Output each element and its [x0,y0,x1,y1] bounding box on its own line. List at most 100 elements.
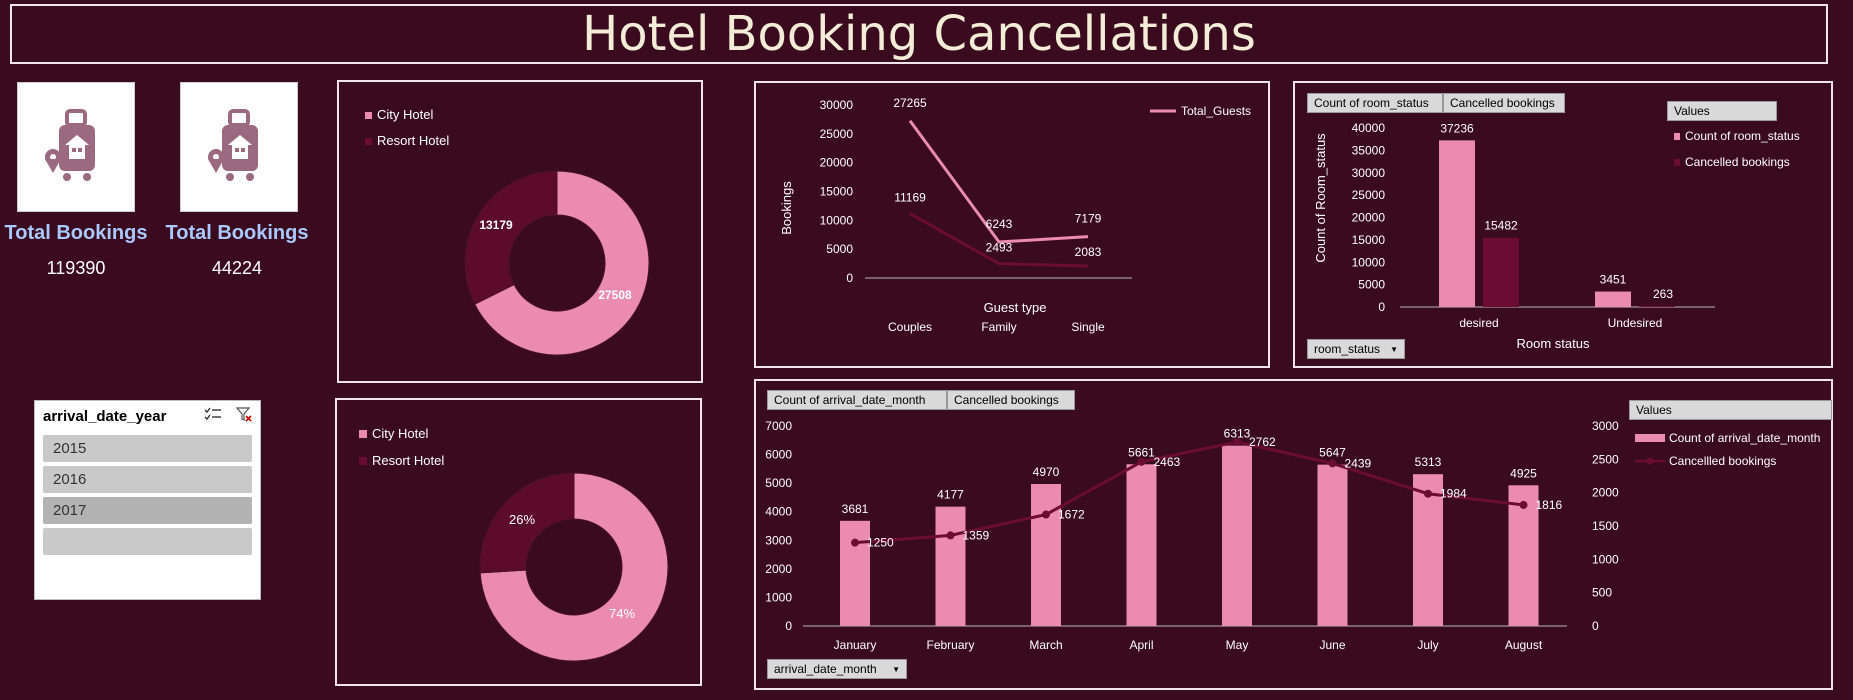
kpi-total-bookings-label: Total Bookings [4,222,148,244]
room-status-filter-dropdown[interactable]: room_status ▼ [1307,339,1405,359]
month-count-bar [1222,445,1252,626]
y2-tick-label: 500 [1592,586,1612,600]
field-button-count-month[interactable]: Count of arrival_date_month [767,390,947,410]
slicer-item-2016[interactable]: 2016 [43,466,252,493]
slicer-item-2015[interactable]: 2015 [43,435,252,462]
legend-swatch-city [359,430,367,438]
legend-cancelled-bookings: Cancelled bookings [1685,155,1790,169]
slicer-item-2017[interactable]: 2017 [43,497,252,524]
slicer-item-blank[interactable] [43,528,252,555]
y2-tick-label: 1000 [1592,552,1619,566]
donut1-city-label: 27508 [598,288,632,302]
clear-filter-icon[interactable] [235,406,252,426]
y-axis-label: Bookings [779,181,794,235]
x-tick-label: July [1417,638,1438,652]
cancelled-series-line [909,212,1089,268]
legend-swatch-count [1635,434,1665,442]
total-guests-data-label: 27265 [893,96,927,110]
cancelled-bar [1483,237,1519,307]
month-filter-dropdown[interactable]: arrival_date_month ▼ [767,659,907,679]
y-tick-label: 0 [785,619,792,633]
y-tick-label: 0 [1378,300,1385,314]
cancelled-data-label: 2083 [1075,245,1102,259]
kpi-cancelled-bookings-label: Total Bookings [165,222,309,244]
x-tick-label: May [1226,638,1249,652]
legend-city-hotel: City Hotel [377,107,433,122]
y-tick-label: 7000 [765,419,792,433]
hotel-percentage-donut-chart: City Hotel Resort Hotel 74% 26% [359,426,669,662]
month-count-bar [1126,464,1157,626]
room-status-bar-chart: Count of room_status Cancelled bookings … [1313,121,1800,351]
monthly-chart-panel: Count of arrival_date_month Cancelled bo… [754,379,1833,690]
month-count-bar [1413,474,1443,626]
y-tick-label: 25000 [820,127,854,141]
bar-data-label: 5313 [1415,455,1442,469]
y-tick-label: 10000 [820,213,854,227]
x-tick-label: March [1029,638,1062,652]
bar-data-label: 4925 [1510,466,1537,480]
y-tick-label: 40000 [1352,121,1386,135]
count-bar [1595,291,1631,307]
legend-total-guests: Total_Guests [1181,104,1251,118]
cancelled-data-label: 1816 [1536,498,1563,512]
field-button-cancelled-bookings[interactable]: Cancelled bookings [1443,93,1565,113]
legend-values-header: Values [1629,400,1832,420]
year-slicer: arrival_date_year 2015 2016 2017 [34,400,261,600]
month-count-bar [1031,484,1061,626]
y2-tick-label: 2000 [1592,486,1619,500]
x-tick-label: June [1319,638,1345,652]
dashboard-title-bar: Hotel Booking Cancellations [10,4,1828,64]
x-tick-label: Family [981,320,1016,334]
legend-resort-hotel: Resort Hotel [372,453,444,468]
luggage-hotel-icon [17,82,135,212]
y-tick-label: 25000 [1352,188,1386,202]
field-button-cancelled-bookings[interactable]: Cancelled bookings [947,390,1075,410]
bar-data-label: 37236 [1440,121,1474,135]
cancelled-point [946,531,955,540]
x-tick-label: April [1129,638,1153,652]
x-tick-label: August [1505,638,1543,652]
month-count-bar [1317,464,1348,626]
total-guests-series-line [908,119,1089,244]
cancelled-data-label: 1672 [1058,508,1085,522]
cancelled-point [1424,489,1432,498]
cancelled-data-label: 2463 [1154,455,1181,469]
y2-tick-label: 0 [1592,619,1599,633]
legend-cancelled-month: Cancellled bookings [1669,454,1776,468]
cancelled-point [1233,437,1241,446]
field-button-count-room-status[interactable]: Count of room_status [1307,93,1443,113]
total-guests-data-label: 6243 [986,217,1013,231]
x-tick-label: January [834,638,877,652]
donut1-resort-label: 13179 [479,218,513,232]
y-tick-label: 20000 [1352,211,1386,225]
hotel-type-donut-chart: City Hotel Resort Hotel 27508 13179 [365,107,650,356]
x-axis-label: Room status [1517,336,1590,351]
legend-city-hotel: City Hotel [372,426,428,441]
month-count-bar [840,520,870,626]
y-tick-label: 15000 [1352,233,1386,247]
slicer-header: arrival_date_year [35,401,260,431]
y2-tick-label: 3000 [1592,419,1619,433]
cancelled-bar [1639,305,1675,307]
legend-count-room-status: Count of room_status [1685,129,1800,143]
y2-tick-label: 2500 [1592,452,1619,466]
y-tick-label: 1000 [765,590,792,604]
donut1-resort-slice [464,170,558,305]
slicer-title: arrival_date_year [43,407,167,425]
multi-select-icon[interactable] [204,407,222,425]
legend-swatch-resort [365,138,372,145]
y2-tick-label: 1500 [1592,519,1619,533]
bar-data-label: 263 [1653,287,1673,301]
cancelled-data-label: 11169 [894,191,926,205]
bar-data-label: 6313 [1224,427,1251,441]
y-axis-label: Count of Room_status [1313,133,1328,263]
room-status-filter-label: room_status [1314,342,1381,356]
y-tick-label: 5000 [765,476,792,490]
donut2-city-slice [479,472,669,662]
x-axis-label: Guest type [984,300,1047,315]
hotel-type-donut-panel: City Hotel Resort Hotel 27508 13179 [337,80,703,383]
cancelled-data-label: 1984 [1440,487,1467,501]
bar-data-label: 5647 [1319,446,1346,460]
guest-type-line-chart: Total_Guests Bookings Guest type 0 5000 10… [779,96,1251,334]
total-guests-data-label: 7179 [1075,212,1102,226]
